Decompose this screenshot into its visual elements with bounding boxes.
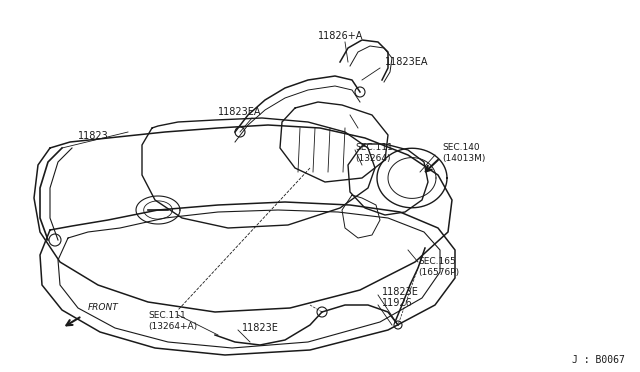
Text: (14013M): (14013M) xyxy=(442,154,485,164)
Text: 11823E: 11823E xyxy=(382,287,419,297)
Text: SEC.140: SEC.140 xyxy=(442,144,479,153)
Text: 11823: 11823 xyxy=(78,131,109,141)
Text: SEC.165: SEC.165 xyxy=(418,257,456,266)
Text: SEC.111: SEC.111 xyxy=(355,144,393,153)
Text: FRONT: FRONT xyxy=(88,304,119,312)
Text: (13264): (13264) xyxy=(355,154,390,164)
Text: 11823EA: 11823EA xyxy=(218,107,262,117)
Text: J : B0067: J : B0067 xyxy=(572,355,625,365)
Text: 11823EA: 11823EA xyxy=(385,57,429,67)
Text: 11826+A: 11826+A xyxy=(318,31,364,41)
Text: (16576P): (16576P) xyxy=(418,269,459,278)
Text: SEC.111: SEC.111 xyxy=(148,311,186,320)
Text: (13264+A): (13264+A) xyxy=(148,321,197,330)
Text: 11926: 11926 xyxy=(382,298,413,308)
Text: 11823E: 11823E xyxy=(242,323,279,333)
